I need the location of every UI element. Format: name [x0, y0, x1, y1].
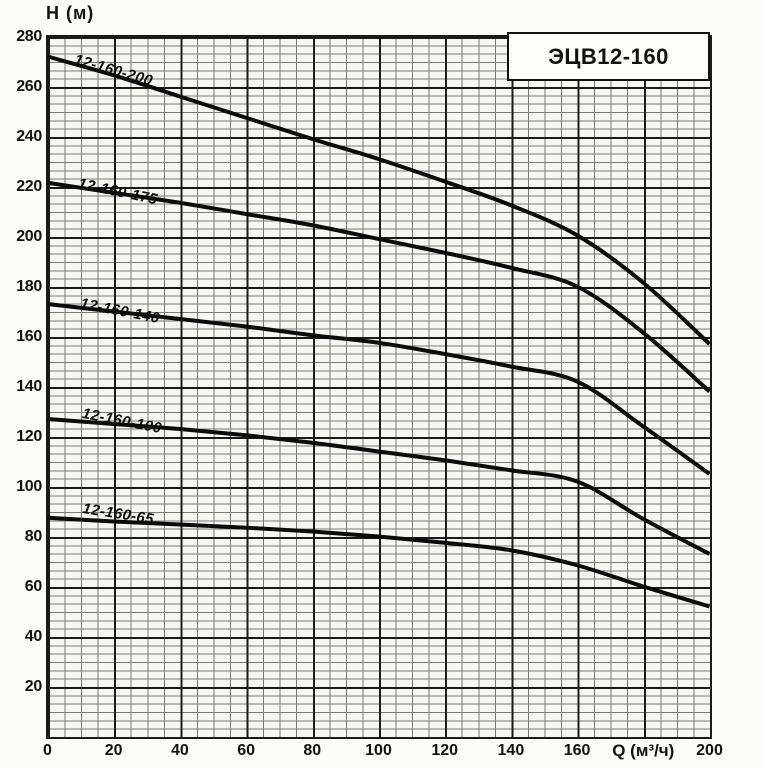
y-tick-label: 100: [16, 477, 42, 495]
x-tick-label: 140: [497, 742, 525, 759]
chart-title-box: ЭЦВ12-160: [507, 32, 710, 81]
x-tick-label: 80: [303, 742, 322, 759]
x-tick-label: 120: [431, 742, 459, 759]
y-tick-label: 120: [16, 427, 42, 445]
x-tick-label: 40: [170, 742, 189, 759]
y-tick-label: 240: [16, 127, 42, 145]
x-tick-label: 200: [696, 742, 723, 759]
plot-grid-area: [45, 34, 712, 739]
chart-title: ЭЦВ12-160: [548, 43, 669, 69]
x-tick-label: 0: [43, 742, 52, 759]
x-tick-label: 100: [365, 742, 392, 759]
x-axis-title: Q (м³/ч): [612, 741, 675, 760]
y-tick-label: 200: [16, 227, 42, 245]
y-tick-label: 40: [24, 627, 43, 645]
y-tick-label: 140: [16, 377, 42, 395]
x-tick-label: 60: [237, 742, 255, 759]
y-axis-title: Н (м): [46, 3, 95, 23]
y-tick-label: 80: [24, 527, 43, 545]
y-tick-label: 280: [16, 27, 42, 45]
y-tick-label: 60: [24, 577, 43, 595]
y-tick-label: 20: [24, 677, 43, 695]
x-tick-label: 20: [104, 742, 123, 759]
y-tick-label: 260: [16, 77, 42, 95]
y-tick-label: 220: [16, 177, 42, 195]
y-tick-label: 160: [16, 327, 42, 345]
x-tick-label: 160: [563, 742, 591, 759]
y-tick-label: 180: [16, 277, 42, 295]
